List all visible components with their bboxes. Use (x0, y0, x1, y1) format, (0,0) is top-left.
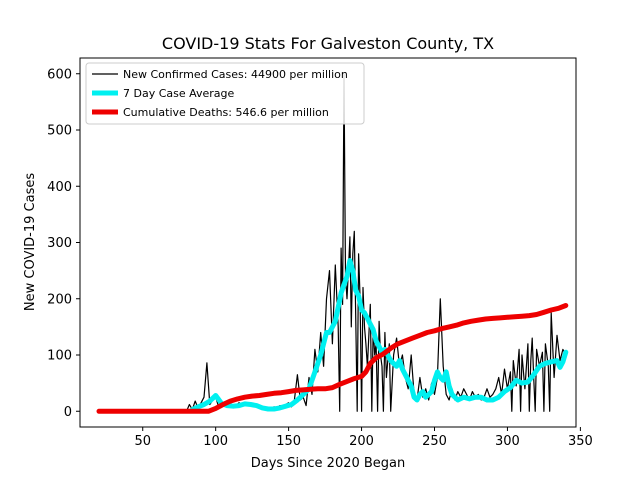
legend-label-new-cases: New Confirmed Cases: 44900 per million (123, 68, 348, 81)
y-tick-label: 500 (47, 124, 72, 139)
cumulative-deaths-line (96, 303, 569, 414)
series-layer (96, 73, 569, 414)
y-axis-label: New COVID-19 Cases (23, 173, 38, 311)
y-tick-label: 200 (47, 292, 72, 307)
x-tick-label: 350 (568, 434, 593, 449)
y-tick-label: 0 (64, 405, 72, 420)
legend-label-cumulative-deaths: Cumulative Deaths: 546.6 per million (123, 106, 329, 119)
y-axis: 0 100 200 300 400 500 600 (47, 67, 80, 420)
x-tick-label: 250 (422, 434, 447, 449)
y-tick-label: 300 (47, 236, 72, 251)
y-tick-label: 400 (47, 180, 72, 195)
legend-label-7-day-average: 7 Day Case Average (123, 87, 235, 100)
seven-day-average-line (189, 258, 569, 413)
x-axis-label: Days Since 2020 Began (251, 456, 406, 471)
x-tick-label: 300 (495, 434, 520, 449)
chart-title: COVID-19 Stats For Galveston County, TX (162, 34, 494, 53)
x-tick-label: 200 (349, 434, 374, 449)
x-tick-label: 150 (276, 434, 301, 449)
x-axis: 50 100 150 200 250 300 350 (134, 427, 593, 449)
y-tick-label: 100 (47, 349, 72, 364)
x-tick-label: 100 (203, 434, 228, 449)
legend-box (85, 62, 365, 125)
x-tick-label: 50 (134, 434, 151, 449)
y-tick-label: 600 (47, 67, 72, 82)
legend: New Confirmed Cases: 44900 per million 7… (85, 62, 365, 125)
